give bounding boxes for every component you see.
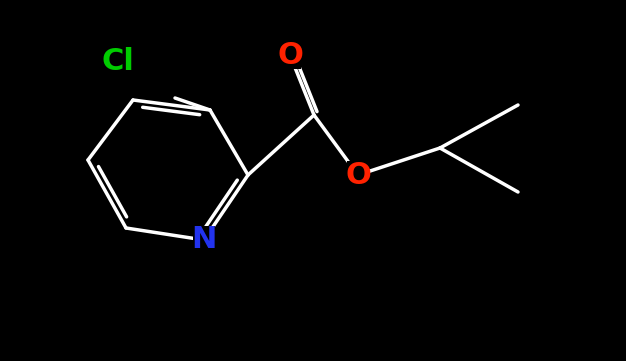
Text: Cl: Cl — [101, 48, 135, 77]
Bar — [99, 48, 137, 76]
Text: O: O — [277, 40, 303, 70]
Bar — [347, 161, 369, 189]
Bar — [193, 226, 215, 254]
Text: O: O — [345, 161, 371, 190]
Bar — [279, 41, 301, 69]
Text: N: N — [192, 226, 217, 255]
